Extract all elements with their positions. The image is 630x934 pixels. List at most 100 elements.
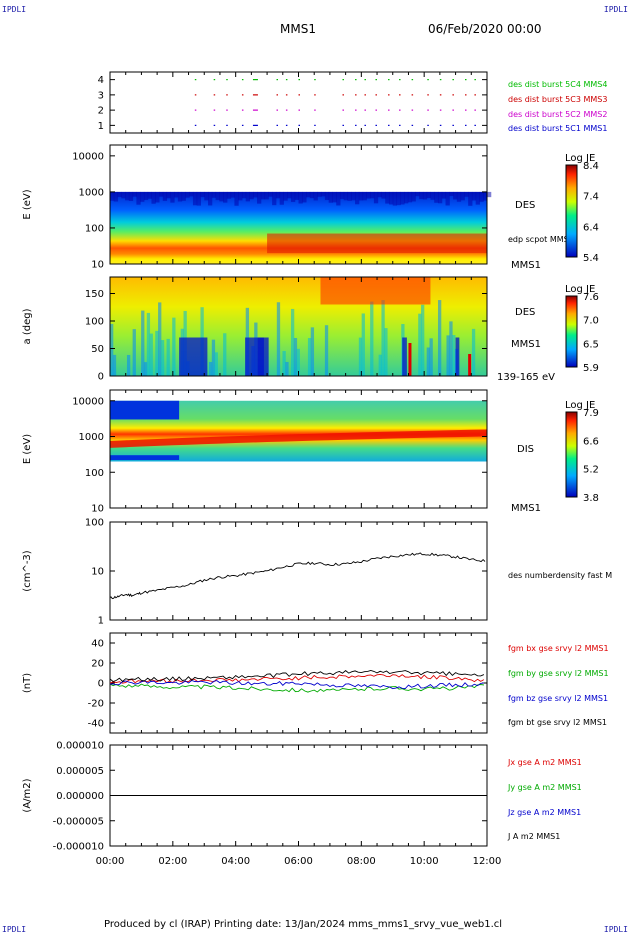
- pitch-des-label: DES: [515, 307, 535, 318]
- des-energy-streak: [185, 191, 190, 198]
- burst-mark: [342, 109, 344, 111]
- des-energy-streak: [415, 191, 420, 197]
- y-tick-label: 40: [91, 639, 104, 650]
- pitch-streak: [471, 328, 476, 376]
- des-energy-streak: [309, 191, 315, 199]
- des-energy-streak: [475, 191, 480, 205]
- des-energy-streak: [223, 191, 228, 203]
- x-tick-label: 02:00: [158, 856, 187, 867]
- burst-mark: [314, 124, 316, 126]
- pitch-streak: [378, 354, 382, 376]
- colorbar-tick-label: 5.9: [583, 363, 599, 374]
- des-energy-streak: [245, 191, 250, 202]
- des-energy-streak: [294, 191, 299, 200]
- pitch-streak: [112, 354, 117, 376]
- x-tick-label: 00:00: [96, 856, 125, 867]
- des-sc-label: MMS1: [511, 260, 541, 271]
- burst-legend-1: des dist burst 5C1 MMS1: [508, 124, 607, 133]
- y-tick-label: 0: [98, 372, 104, 383]
- des-energy-streak: [339, 191, 345, 200]
- burst-mark: [465, 94, 467, 96]
- burst-legend-3: des dist burst 5C3 MMS3: [508, 95, 607, 104]
- burst-mark: [375, 109, 377, 111]
- colorbar-title: Log JE: [565, 284, 595, 295]
- des-energy-streak: [136, 191, 141, 205]
- colorbar-tick-label: 3.8: [583, 493, 599, 504]
- burst-mark: [241, 124, 244, 126]
- des-energy-streak: [140, 191, 145, 202]
- y-tick-label: 4: [98, 75, 104, 86]
- burst-mark: [465, 109, 467, 111]
- des-energy-streak: [306, 191, 311, 198]
- burst-mark: [298, 94, 300, 96]
- des-energy-streak: [464, 191, 469, 197]
- des-energy-streak: [426, 191, 431, 199]
- des-label: DES: [515, 200, 535, 211]
- burst-mark: [276, 79, 279, 81]
- des-energy-streak: [287, 191, 292, 199]
- pitch-streak: [132, 329, 136, 376]
- y-tick-label: 3: [98, 90, 104, 101]
- y-tick-label: 1: [98, 121, 104, 132]
- burst-mark: [194, 109, 197, 111]
- pitch-streak: [307, 338, 312, 376]
- x-tick-label: 10:00: [410, 856, 439, 867]
- pitch-streak: [370, 301, 374, 376]
- pitch-red-spike: [468, 354, 472, 376]
- des-energy-streak: [174, 191, 179, 198]
- pitch-streak: [285, 361, 289, 376]
- y-tick-label: 10: [91, 260, 104, 271]
- pitch-streak: [418, 313, 422, 376]
- y-tick-label: 0: [98, 679, 104, 690]
- y-axis-label: E (eV): [22, 434, 33, 464]
- des-energy-streak: [445, 191, 450, 206]
- des-energy-streak: [343, 191, 349, 201]
- colorbar-tick-label: 8.4: [583, 161, 599, 172]
- y-axis-label: (A/m2): [22, 778, 33, 812]
- des-energy-streak: [125, 191, 130, 201]
- pitch-streak: [223, 333, 227, 376]
- pitch-streak: [141, 310, 145, 376]
- current-legend-1: Jy gse A m2 MMS1: [507, 783, 582, 792]
- des-energy-streak: [290, 191, 296, 202]
- colorbar-tick-label: 7.4: [583, 192, 599, 203]
- burst-mark: [342, 124, 344, 126]
- panel-burst-frame: [109, 71, 488, 134]
- des-energy-streak: [279, 191, 284, 205]
- des-energy-streak: [189, 191, 194, 197]
- burst-mark: [252, 109, 258, 111]
- y-tick-label: 0.000000: [56, 791, 104, 802]
- colorbar-tick-label: 7.0: [583, 316, 599, 327]
- des-energy-streak: [302, 191, 307, 203]
- burst-mark: [399, 79, 401, 81]
- des-energy-streak: [249, 191, 254, 200]
- colorbar: [565, 295, 578, 368]
- pitch-streak: [452, 335, 456, 376]
- corner-label-top-left: IPDLI: [2, 5, 27, 14]
- des-energy-streak: [177, 191, 183, 202]
- colorbar: [565, 411, 578, 498]
- des-energy-streak: [226, 191, 232, 199]
- des-energy-streak: [400, 191, 405, 205]
- burst-mark: [452, 94, 454, 96]
- des-energy-streak: [159, 191, 164, 197]
- burst-legend-2: des dist burst 5C2 MMS2: [508, 110, 607, 119]
- y-tick-label: 100: [85, 468, 104, 479]
- burst-mark: [364, 109, 366, 111]
- burst-mark: [355, 94, 357, 96]
- y-tick-label: 10000: [72, 396, 104, 407]
- des-energy-streak: [355, 191, 360, 205]
- des-energy-streak: [392, 191, 398, 206]
- des-energy-streak: [351, 191, 356, 201]
- des-energy-streak: [419, 191, 424, 200]
- pitch-streak: [282, 351, 286, 376]
- des-energy-streak: [328, 191, 333, 203]
- pitch-streak: [358, 337, 363, 376]
- burst-mark: [298, 124, 300, 126]
- pitch-streak: [110, 323, 114, 376]
- des-energy-streak: [272, 191, 277, 206]
- pitch-hot-band: [320, 277, 431, 305]
- density-legend: des numberdensity fast M: [508, 571, 612, 580]
- des-energy-streak: [453, 191, 458, 200]
